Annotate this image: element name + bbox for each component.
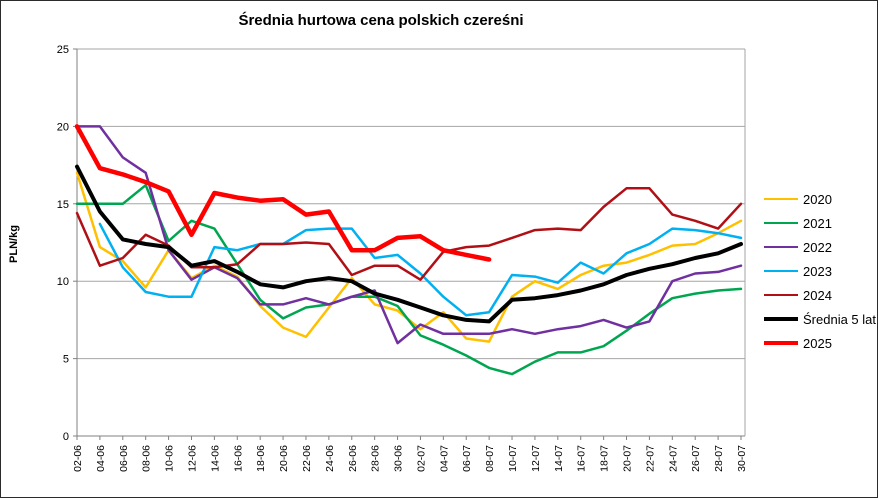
x-tick-label: 14-06 [209, 445, 221, 472]
legend-item-2025: 2025 [764, 331, 874, 355]
legend-swatch [764, 221, 798, 225]
legend-item-2024: 2024 [764, 283, 874, 307]
series-line-2020 [75, 171, 743, 343]
x-tick-label: 10-06 [164, 445, 176, 472]
legend-label: 2020 [803, 191, 832, 207]
y-tick-label: 25 [57, 44, 69, 56]
legend-item-średnia-5-lat: Średnia 5 lat [764, 307, 876, 331]
x-tick-label: 18-06 [255, 445, 267, 472]
x-tick-label: 26-06 [347, 445, 359, 472]
legend-label: 2025 [803, 335, 832, 351]
x-tick-label: 22-07 [644, 445, 656, 472]
legend-swatch [764, 269, 798, 273]
legend-swatch [764, 341, 798, 345]
legend-label: 2023 [803, 263, 832, 279]
x-tick-label: 06-07 [461, 445, 473, 472]
legend-label: 2021 [803, 215, 832, 231]
x-tick-label: 08-07 [484, 445, 496, 472]
x-tick-label: 04-07 [438, 445, 450, 472]
x-tick-label: 10-07 [507, 445, 519, 472]
series-line-2022 [75, 125, 743, 345]
x-tick-label: 16-06 [232, 445, 244, 472]
legend-swatch [764, 197, 798, 201]
x-tick-label: 02-07 [415, 445, 427, 472]
x-tick-label: 28-07 [713, 445, 725, 472]
chart-title: Średnia hurtowa cena polskich czereśni [238, 12, 524, 29]
series-line-2021 [75, 183, 743, 376]
y-tick-label: 0 [63, 431, 69, 443]
legend-label: 2022 [803, 239, 832, 255]
chart-legend: 2020 2021 2022 2023 2024 Średnia 5 lat 2025 [764, 187, 876, 355]
x-tick-label: 04-06 [95, 445, 107, 472]
y-tick-label: 10 [57, 276, 69, 288]
x-tick-label: 12-07 [530, 445, 542, 472]
x-tick-label: 08-06 [141, 445, 153, 472]
x-tick-label: 30-06 [393, 445, 405, 472]
x-tick-label: 20-07 [622, 445, 634, 472]
legend-item-2020: 2020 [764, 187, 874, 211]
x-tick-label: 28-06 [370, 445, 382, 472]
legend-item-2023: 2023 [764, 259, 874, 283]
x-tick-label: 06-06 [118, 445, 130, 472]
x-tick-label: 12-06 [186, 445, 198, 472]
x-tick-label: 26-07 [690, 445, 702, 472]
legend-label: 2024 [803, 287, 832, 303]
series-line-średnia-5-lat [75, 164, 743, 324]
legend-label: Średnia 5 lat [803, 311, 876, 327]
legend-swatch [764, 293, 798, 297]
x-tick-label: 14-07 [553, 445, 565, 472]
x-tick-label: 24-07 [667, 445, 679, 472]
y-tick-label: 20 [57, 121, 69, 133]
series-line-2025 [74, 124, 492, 262]
x-tick-label: 20-06 [278, 445, 290, 472]
legend-swatch [764, 317, 798, 321]
x-tick-label: 18-07 [599, 445, 611, 472]
y-tick-label: 5 [63, 354, 69, 366]
y-tick-label: 15 [57, 199, 69, 211]
x-tick-label: 02-06 [72, 445, 84, 472]
legend-swatch [764, 245, 798, 249]
legend-item-2021: 2021 [764, 211, 874, 235]
x-tick-label: 24-06 [324, 445, 336, 472]
x-tick-label: 22-06 [301, 445, 313, 472]
x-tick-label: 30-07 [736, 445, 748, 472]
x-tick-label: 16-07 [576, 445, 588, 472]
legend-item-2022: 2022 [764, 235, 874, 259]
